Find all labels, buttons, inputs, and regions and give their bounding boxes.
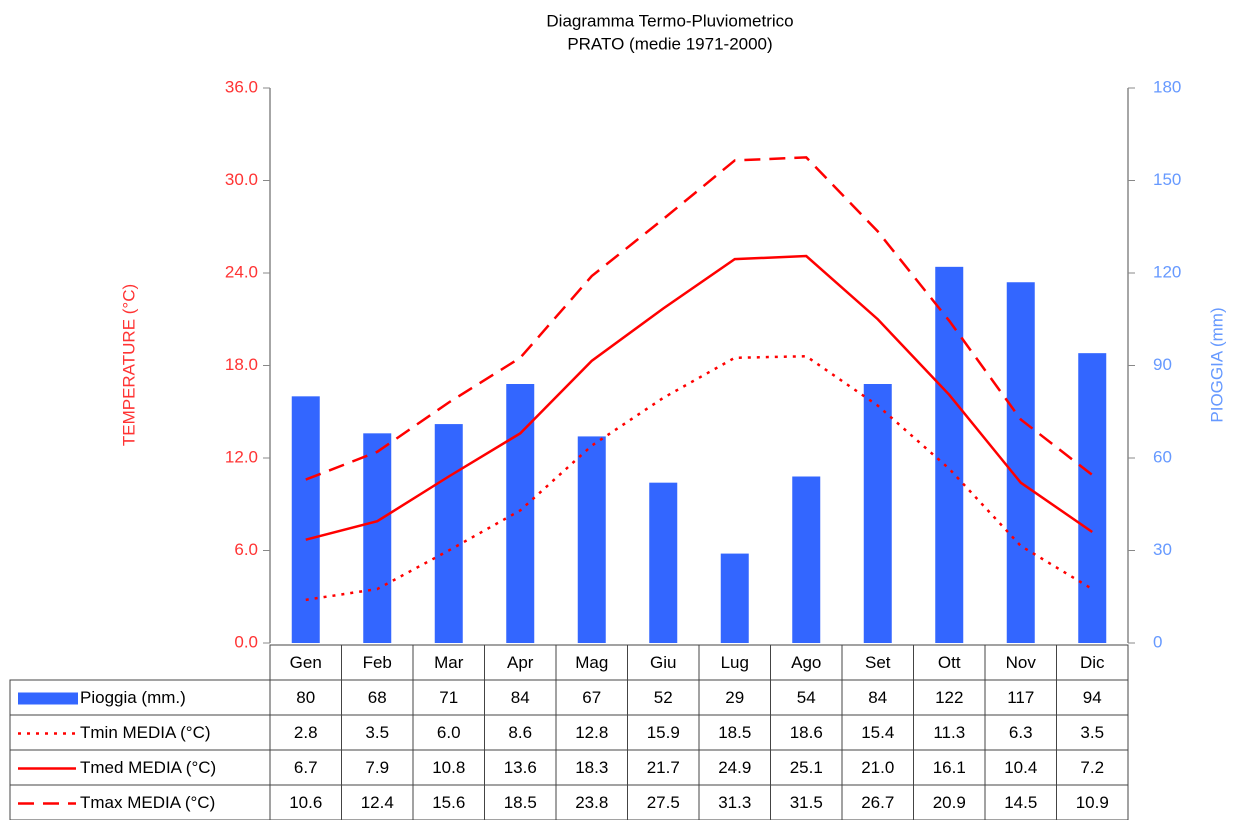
chart-subtitle: PRATO (medie 1971-2000) — [567, 34, 772, 53]
table-value: 24.9 — [718, 758, 751, 777]
table-value: 3.5 — [365, 723, 389, 742]
table-value: 84 — [868, 688, 887, 707]
y-tick-label: 30.0 — [225, 170, 258, 189]
legend-label: Tmin MEDIA (°C) — [80, 723, 211, 742]
bar — [506, 384, 535, 643]
table-value: 15.6 — [432, 793, 465, 812]
table-value: 13.6 — [504, 758, 537, 777]
line — [305, 156, 1094, 481]
table-value: 12.4 — [361, 793, 394, 812]
line — [305, 354, 1093, 602]
table-value: 10.4 — [1004, 758, 1037, 777]
y2-tick-label: 60 — [1153, 447, 1172, 466]
table-value: 52 — [654, 688, 673, 707]
table-value: 20.9 — [933, 793, 966, 812]
bar — [720, 553, 749, 643]
y2-tick-label: 120 — [1153, 262, 1181, 281]
x-tick-label: Gen — [290, 653, 322, 672]
x-tick-label: Feb — [363, 653, 392, 672]
table-value: 68 — [368, 688, 387, 707]
chart-title: Diagramma Termo-Pluviometrico — [546, 11, 793, 30]
bar — [434, 424, 463, 643]
table-value: 18.5 — [718, 723, 751, 742]
x-tick-label: Ott — [938, 653, 961, 672]
table-value: 8.6 — [508, 723, 532, 742]
x-tick-label: Lug — [721, 653, 749, 672]
x-tick-label: Giu — [650, 653, 676, 672]
bar — [363, 433, 392, 643]
x-tick-label: Nov — [1006, 653, 1037, 672]
bar — [649, 482, 678, 643]
table-value: 18.5 — [504, 793, 537, 812]
table-value: 18.6 — [790, 723, 823, 742]
table-value: 117 — [1007, 688, 1034, 707]
legend-label: Tmed MEDIA (°C) — [80, 758, 216, 777]
table-value: 29 — [725, 688, 744, 707]
y2-tick-label: 150 — [1153, 170, 1181, 189]
x-tick-label: Set — [865, 653, 891, 672]
table-value: 7.9 — [365, 758, 389, 777]
table-value: 122 — [935, 688, 963, 707]
y2-tick-label: 0 — [1153, 632, 1162, 651]
y-tick-label: 24.0 — [225, 262, 258, 281]
legend-swatch — [18, 692, 78, 705]
y-tick-label: 18.0 — [225, 355, 258, 374]
x-tick-label: Ago — [791, 653, 821, 672]
table-value: 14.5 — [1004, 793, 1037, 812]
table-value: 31.3 — [718, 793, 751, 812]
table-value: 11.3 — [933, 723, 965, 742]
x-tick-label: Dic — [1080, 653, 1105, 672]
table-value: 6.7 — [294, 758, 318, 777]
table-value: 18.3 — [575, 758, 608, 777]
table-value: 16.1 — [933, 758, 966, 777]
y-axis-label: TEMPERATURE (°C) — [119, 284, 138, 446]
bar — [935, 266, 964, 643]
table-value: 27.5 — [647, 793, 680, 812]
table-value: 54 — [797, 688, 816, 707]
bar — [1078, 353, 1107, 643]
y-tick-label: 12.0 — [225, 447, 258, 466]
bar — [863, 384, 892, 643]
line — [305, 254, 1093, 541]
y-tick-label: 36.0 — [225, 77, 258, 96]
table-value: 7.2 — [1080, 758, 1104, 777]
table-value: 23.8 — [575, 793, 608, 812]
table-value: 10.8 — [432, 758, 465, 777]
table-value: 31.5 — [790, 793, 823, 812]
table-value: 80 — [296, 688, 315, 707]
bar — [291, 396, 320, 643]
table-value: 94 — [1083, 688, 1102, 707]
y2-tick-label: 180 — [1153, 77, 1181, 96]
table-value: 10.9 — [1076, 793, 1109, 812]
table-value: 26.7 — [861, 793, 894, 812]
table-value: 12.8 — [575, 723, 608, 742]
x-tick-label: Mag — [575, 653, 608, 672]
bar — [792, 476, 821, 643]
x-tick-label: Apr — [507, 653, 534, 672]
table-value: 71 — [439, 688, 458, 707]
table-value: 15.4 — [861, 723, 894, 742]
table-value: 3.5 — [1080, 723, 1104, 742]
y2-tick-label: 90 — [1153, 355, 1172, 374]
bar — [577, 436, 606, 643]
bar — [1006, 282, 1035, 643]
legend-label: Pioggia (mm.) — [80, 688, 186, 707]
y-tick-label: 0.0 — [234, 632, 258, 651]
legend-label: Tmax MEDIA (°C) — [80, 793, 215, 812]
table-value: 2.8 — [294, 723, 318, 742]
y-tick-label: 6.0 — [234, 540, 258, 559]
y2-axis-label: PIOGGIA (mm) — [1207, 307, 1226, 422]
table-value: 6.0 — [437, 723, 461, 742]
table-value: 10.6 — [289, 793, 322, 812]
y2-tick-label: 30 — [1153, 540, 1172, 559]
table-value: 15.9 — [647, 723, 680, 742]
table-value: 6.3 — [1009, 723, 1033, 742]
table-value: 25.1 — [790, 758, 823, 777]
table-value: 21.0 — [861, 758, 894, 777]
table-value: 67 — [582, 688, 601, 707]
table-value: 21.7 — [647, 758, 680, 777]
x-tick-label: Mar — [434, 653, 464, 672]
table-value: 84 — [511, 688, 530, 707]
